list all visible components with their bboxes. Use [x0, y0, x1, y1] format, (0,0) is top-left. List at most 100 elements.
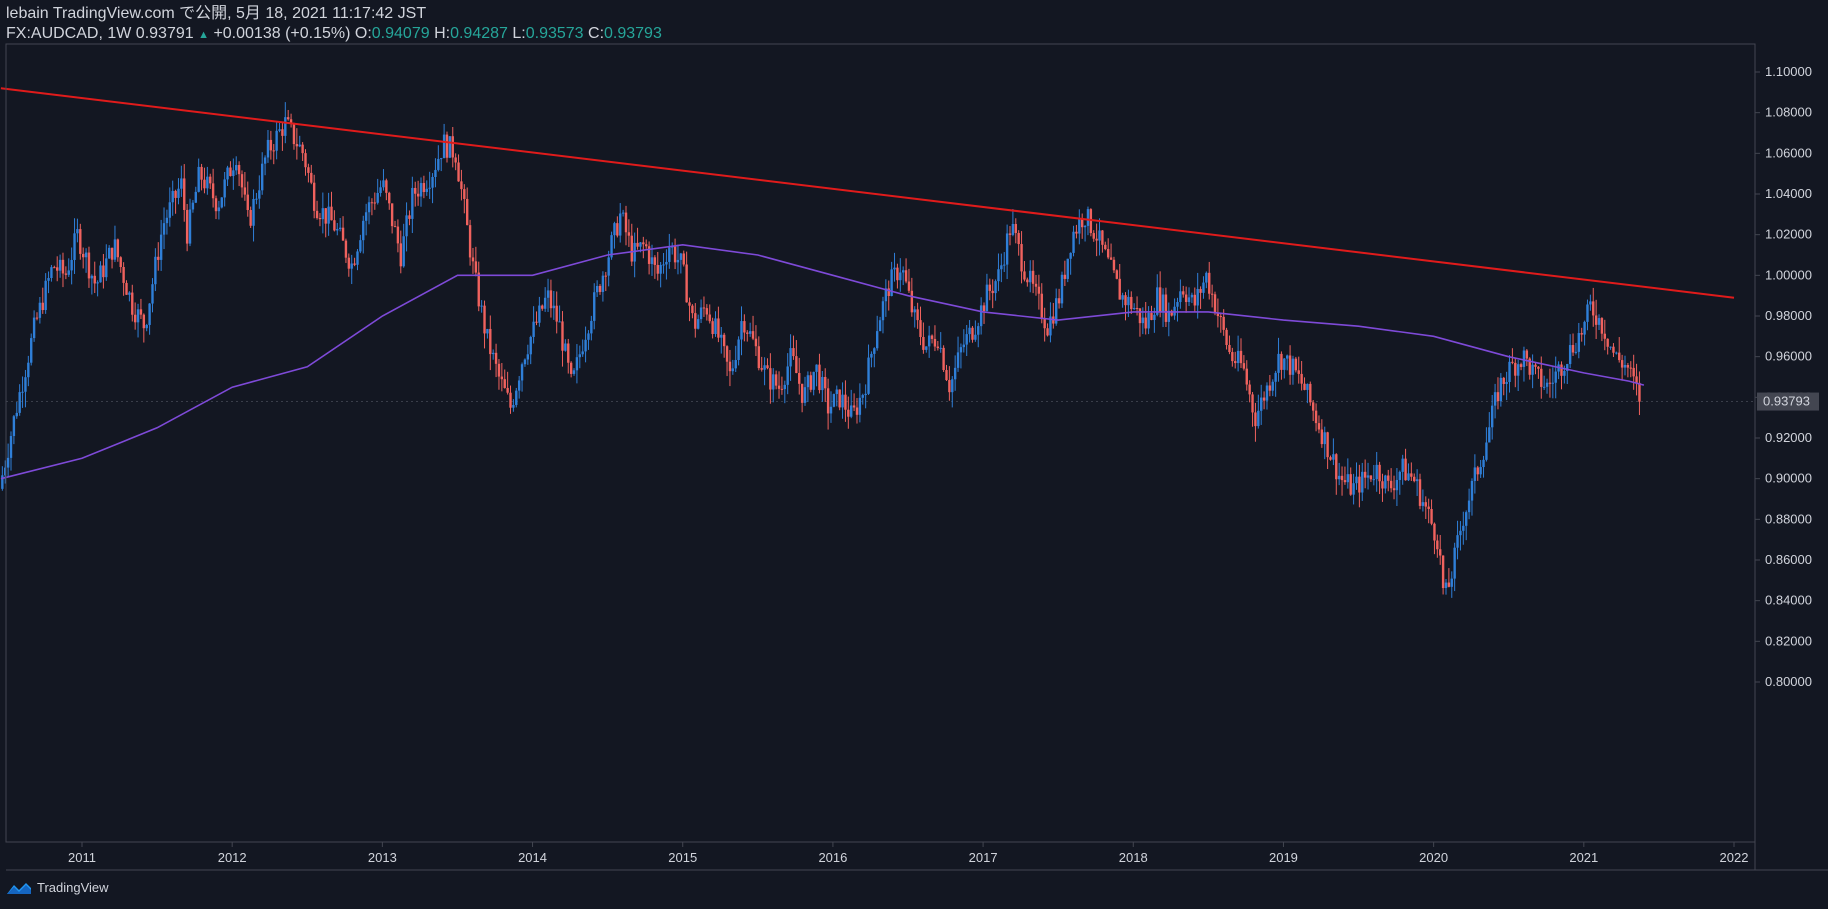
candle: [864, 384, 867, 409]
candle: [803, 376, 807, 406]
candle: [812, 371, 815, 396]
candle: [1638, 371, 1641, 416]
candle: [1577, 322, 1581, 359]
candle: [1447, 568, 1451, 588]
candle: [532, 306, 535, 344]
symbol-label: FX:AUDCAD, 1W: [6, 25, 132, 42]
candle: [994, 279, 997, 301]
candle: [959, 343, 963, 369]
candle: [543, 287, 547, 312]
candle: [1566, 363, 1569, 385]
candle: [1121, 292, 1124, 308]
candle: [509, 385, 512, 414]
candle: [214, 195, 218, 220]
candle: [185, 203, 189, 252]
candle: [1306, 383, 1309, 404]
candle: [636, 227, 639, 250]
candle: [408, 210, 411, 226]
candle: [962, 329, 966, 353]
candle: [318, 213, 322, 227]
candle: [209, 173, 212, 189]
candle: [1375, 451, 1378, 492]
candle: [1156, 274, 1159, 317]
candle: [1254, 402, 1257, 442]
candle: [1288, 345, 1292, 385]
x-tick-label: 2022: [1720, 850, 1749, 865]
candle: [1609, 346, 1612, 350]
candle: [466, 187, 469, 226]
y-tick-label: 0.98000: [1765, 308, 1812, 323]
candle: [1130, 291, 1133, 314]
candle: [1606, 338, 1609, 355]
candle: [1525, 349, 1529, 367]
footer-brand[interactable]: TradingView: [6, 880, 109, 895]
candle: [1297, 356, 1300, 384]
candle: [269, 130, 273, 160]
candle: [457, 154, 460, 182]
candle: [333, 210, 336, 232]
candle: [1580, 327, 1583, 342]
candle: [676, 244, 680, 275]
candle: [79, 223, 82, 260]
candle: [552, 290, 556, 320]
candle: [298, 135, 301, 148]
candle: [743, 314, 746, 342]
candle: [416, 180, 420, 206]
candle: [907, 268, 911, 294]
candle: [30, 333, 33, 366]
high-label: H:: [434, 25, 451, 42]
candle: [1542, 375, 1546, 390]
candle: [988, 278, 992, 301]
candle: [985, 273, 989, 312]
candle: [971, 325, 974, 343]
candle: [312, 174, 316, 219]
candle: [1618, 337, 1621, 363]
candle: [711, 317, 714, 339]
candle: [1404, 448, 1407, 481]
candle: [240, 170, 244, 198]
open-label: O:: [354, 25, 372, 42]
candle: [829, 391, 833, 423]
candle: [1323, 426, 1326, 460]
candle: [878, 316, 882, 332]
candle: [252, 189, 255, 242]
candle: [702, 296, 706, 317]
candle: [1037, 274, 1041, 310]
candle: [887, 280, 890, 311]
candle: [373, 192, 377, 210]
candle: [1245, 360, 1248, 391]
candle: [1418, 473, 1422, 510]
candle: [725, 345, 729, 377]
candle: [1089, 208, 1093, 237]
candle: [699, 299, 703, 324]
candle: [734, 345, 737, 373]
candle: [951, 376, 954, 408]
candle: [1234, 351, 1237, 369]
candle: [162, 207, 166, 250]
candle: [619, 203, 622, 243]
candle: [746, 330, 749, 342]
y-tick-label: 0.84000: [1765, 593, 1812, 608]
y-tick-label: 1.08000: [1765, 105, 1812, 120]
candle: [1522, 346, 1526, 382]
candle: [1326, 431, 1329, 470]
candle: [933, 325, 937, 352]
candle: [1003, 252, 1006, 272]
x-tick-label: 2017: [969, 850, 998, 865]
candle: [1311, 399, 1315, 422]
ohlc-line: FX:AUDCAD, 1W 0.93791 ▲ +0.00138 (+0.15%…: [6, 24, 662, 44]
candle: [1410, 462, 1413, 481]
candle: [183, 164, 186, 222]
candle: [1005, 224, 1009, 280]
candle: [1104, 241, 1107, 251]
candle: [1208, 261, 1211, 300]
candle: [578, 345, 582, 369]
moving-average-line: [0, 243, 1645, 480]
candle: [1395, 468, 1399, 507]
candle: [448, 135, 452, 159]
x-tick-label: 2021: [1569, 850, 1598, 865]
candle: [948, 366, 951, 401]
candle: [858, 383, 862, 423]
candle: [728, 349, 732, 387]
